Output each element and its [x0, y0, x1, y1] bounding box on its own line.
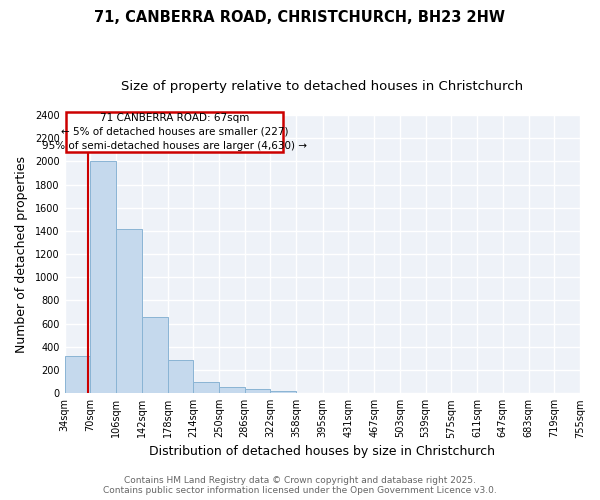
- Text: Contains HM Land Registry data © Crown copyright and database right 2025.
Contai: Contains HM Land Registry data © Crown c…: [103, 476, 497, 495]
- Bar: [167, 360, 193, 393]
- Bar: [65, 356, 90, 393]
- X-axis label: Distribution of detached houses by size in Christchurch: Distribution of detached houses by size …: [149, 444, 495, 458]
- Bar: [90, 162, 116, 393]
- Bar: [193, 382, 219, 393]
- Text: 71 CANBERRA ROAD: 67sqm
← 5% of detached houses are smaller (227)
95% of semi-de: 71 CANBERRA ROAD: 67sqm ← 5% of detached…: [42, 113, 307, 151]
- Bar: [219, 388, 245, 393]
- Bar: [245, 389, 271, 393]
- Text: 71, CANBERRA ROAD, CHRISTCHURCH, BH23 2HW: 71, CANBERRA ROAD, CHRISTCHURCH, BH23 2H…: [95, 10, 505, 25]
- Bar: [116, 228, 142, 393]
- Bar: [271, 391, 296, 393]
- Bar: [296, 392, 322, 393]
- Bar: [142, 316, 167, 393]
- FancyBboxPatch shape: [66, 112, 283, 152]
- Title: Size of property relative to detached houses in Christchurch: Size of property relative to detached ho…: [121, 80, 523, 93]
- Y-axis label: Number of detached properties: Number of detached properties: [15, 156, 28, 352]
